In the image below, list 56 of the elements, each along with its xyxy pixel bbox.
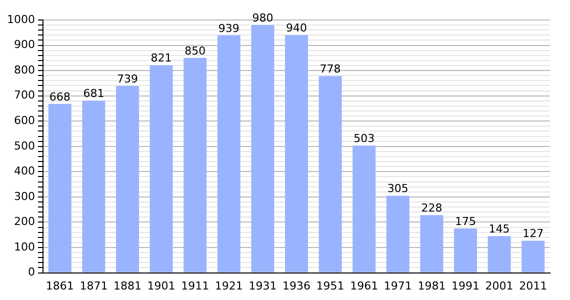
y-tick-label: 700 [14, 88, 35, 102]
data-label: 739 [116, 72, 138, 86]
x-tick-label: 1931 [248, 279, 277, 292]
y-tick-label: 500 [14, 139, 35, 152]
x-tick-label: 1971 [384, 279, 412, 292]
y-tick-label: 200 [14, 215, 35, 228]
x-tick-label: 1871 [80, 279, 108, 292]
bar [352, 146, 376, 272]
bar [488, 236, 511, 272]
bar [150, 65, 173, 272]
x-tick-label: 1981 [418, 279, 446, 292]
bar [116, 86, 139, 272]
y-tick-label: 300 [14, 190, 35, 203]
data-label: 503 [354, 132, 375, 145]
data-label: 127 [522, 227, 544, 240]
x-tick-label: 2011 [519, 279, 548, 292]
data-label: 850 [184, 44, 206, 58]
y-tick-label: 600 [14, 114, 35, 127]
y-tick-label: 900 [14, 38, 35, 52]
data-label: 681 [83, 87, 104, 100]
data-label: 175 [455, 214, 476, 228]
data-label: 668 [49, 90, 70, 104]
x-tick-label: 1911 [181, 279, 210, 292]
bar [454, 228, 477, 272]
data-label: 145 [488, 222, 510, 236]
x-tick-label: 1921 [214, 279, 243, 292]
y-tick-label: 1000 [6, 12, 35, 26]
x-tick-label: 1936 [282, 279, 310, 292]
y-tick-label: 0 [28, 266, 35, 279]
bar [217, 35, 240, 272]
bar [386, 196, 410, 272]
bar [285, 35, 308, 272]
x-tick-label: 1901 [147, 279, 176, 292]
bar [420, 215, 444, 272]
data-label: 821 [150, 52, 172, 65]
x-tick-label: 1961 [350, 279, 378, 292]
bar [318, 76, 342, 272]
y-tick-label: 400 [14, 164, 35, 178]
data-label: 305 [387, 182, 408, 196]
data-label: 778 [320, 62, 341, 76]
bar [48, 104, 72, 272]
data-label: 940 [286, 22, 307, 35]
y-tick-label: 800 [14, 63, 35, 76]
bar [251, 25, 274, 272]
bar [184, 58, 207, 272]
x-tick-label: 1861 [46, 279, 74, 292]
x-tick-label: 2001 [485, 279, 514, 292]
data-label: 228 [421, 202, 442, 215]
data-label: 980 [252, 11, 274, 24]
x-tick-label: 1951 [316, 279, 344, 292]
x-tick-label: 1881 [113, 279, 142, 292]
bar [522, 240, 545, 272]
x-tick-label: 1991 [452, 279, 480, 292]
bar [82, 100, 106, 272]
y-tick-label: 100 [14, 240, 35, 254]
data-label: 939 [218, 22, 240, 35]
